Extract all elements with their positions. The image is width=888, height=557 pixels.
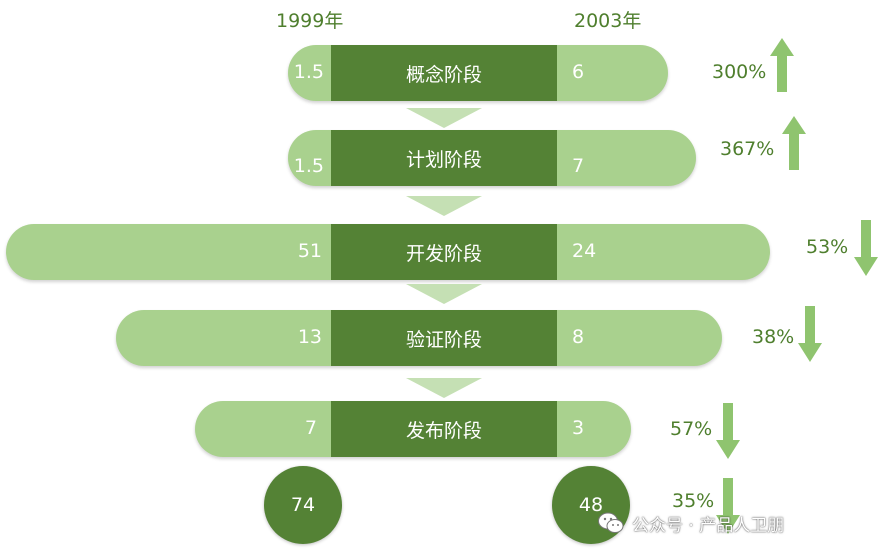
stage-value-2003-plan: 7 bbox=[572, 155, 585, 177]
stage-value-2003-validation: 8 bbox=[572, 326, 585, 348]
arrow-up-icon bbox=[782, 116, 806, 170]
arrow-down-icon bbox=[854, 220, 878, 276]
stage-value-1999-concept: 1.5 bbox=[293, 61, 324, 83]
stage-label-plan: 计划阶段 bbox=[331, 130, 557, 186]
stage-label-validation: 验证阶段 bbox=[331, 310, 557, 366]
stage-value-2003-development: 24 bbox=[572, 240, 597, 262]
stage-value-2003-release: 3 bbox=[572, 417, 585, 439]
connector-triangle bbox=[406, 196, 482, 216]
stage-label-release: 发布阶段 bbox=[331, 401, 557, 457]
stage-change-plan: 367% bbox=[720, 138, 775, 160]
stage-change-development: 53% bbox=[806, 236, 849, 258]
arrow-down-icon bbox=[798, 306, 822, 362]
connector-triangle bbox=[406, 378, 482, 398]
arrow-up-icon bbox=[770, 38, 794, 92]
total-1999-circle: 74 bbox=[264, 466, 342, 544]
arrow-down-icon bbox=[716, 403, 740, 459]
year-header-2003: 2003年 bbox=[574, 10, 642, 32]
stage-value-1999-plan: 1.5 bbox=[293, 155, 324, 177]
watermark-text: 公众号 · 产品人卫朋 bbox=[632, 515, 785, 536]
arrow-down-icon bbox=[716, 478, 740, 534]
total-change: 35% bbox=[672, 490, 715, 512]
stage-change-validation: 38% bbox=[752, 326, 795, 348]
stage-value-1999-release: 7 bbox=[304, 417, 317, 439]
year-header-1999: 1999年 bbox=[276, 10, 344, 32]
stage-value-1999-validation: 13 bbox=[297, 326, 322, 348]
stage-value-1999-development: 51 bbox=[297, 240, 322, 262]
connector-triangle bbox=[406, 108, 482, 128]
watermark: 公众号 · 产品人卫朋 bbox=[598, 510, 784, 536]
connector-triangle bbox=[406, 284, 482, 304]
stage-label-concept: 概念阶段 bbox=[331, 45, 557, 101]
stage-label-development: 开发阶段 bbox=[331, 224, 557, 280]
stage-value-2003-concept: 6 bbox=[572, 61, 585, 83]
stage-change-release: 57% bbox=[670, 418, 713, 440]
stage-change-concept: 300% bbox=[712, 61, 767, 83]
wechat-icon bbox=[598, 512, 624, 533]
